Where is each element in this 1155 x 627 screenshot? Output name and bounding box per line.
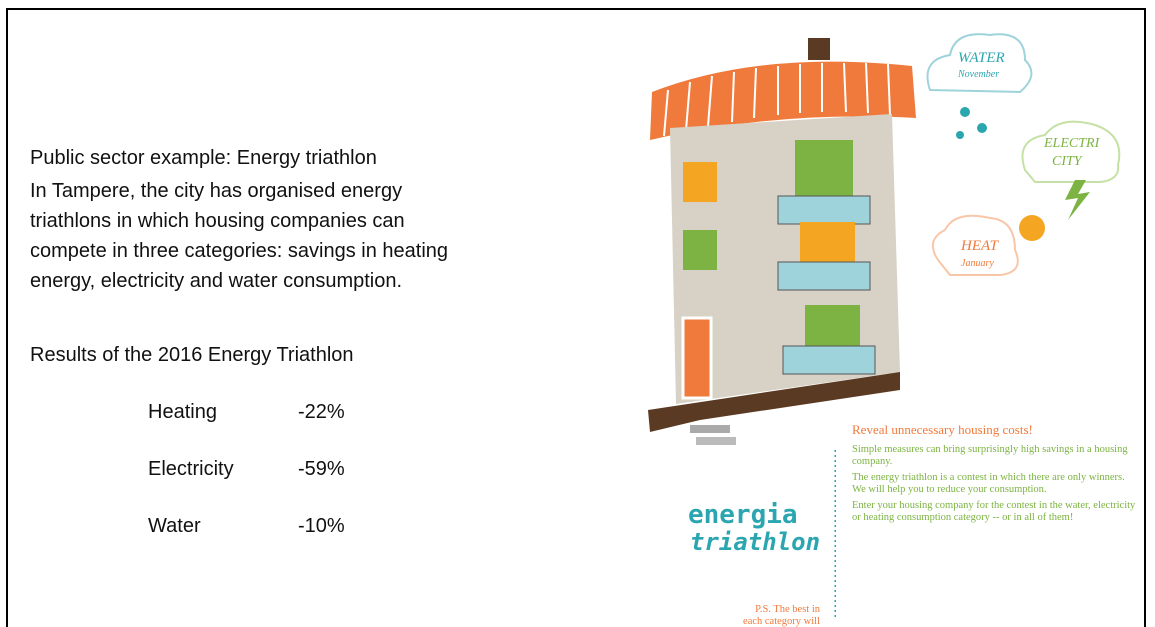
info-panel: Reveal unnecessary housing costs! Simple… [836,412,1142,627]
sun [1019,215,1045,241]
window [795,140,853,196]
chimney [808,38,830,60]
logo: triathlon [690,528,820,556]
electricity-label: CITY [1052,154,1082,170]
water-label: WATER [958,50,1005,67]
heat-label: HEAT [961,238,998,255]
ps-text: P.S. The best in [700,604,820,615]
balcony [778,262,870,290]
water-month: November [958,69,999,80]
balcony [783,346,875,374]
raindrop [977,123,987,133]
door [683,318,711,398]
logo: energia [688,500,798,530]
panel-title: Reveal unnecessary housing costs! [852,422,1142,438]
raindrop [960,107,970,117]
panel-paragraph: Enter your housing company for the conte… [852,500,1137,524]
step [696,437,736,445]
heat-month: January [961,258,994,269]
window [683,162,717,202]
panel-paragraph: Simple measures can bring surprisingly h… [852,444,1137,468]
raindrop [956,131,964,139]
electricity-label: ELECTRI [1044,136,1099,152]
panel-paragraph: The energy triathlon is a contest in whi… [852,472,1137,496]
window [683,230,717,270]
lightning [1065,180,1090,220]
slide: Public sector example: Energy triathlon … [0,0,1155,627]
panel-body: Simple measures can bring surprisingly h… [836,444,1142,524]
balcony [778,196,870,224]
step [690,425,730,433]
ps-text: each category will [700,616,820,627]
